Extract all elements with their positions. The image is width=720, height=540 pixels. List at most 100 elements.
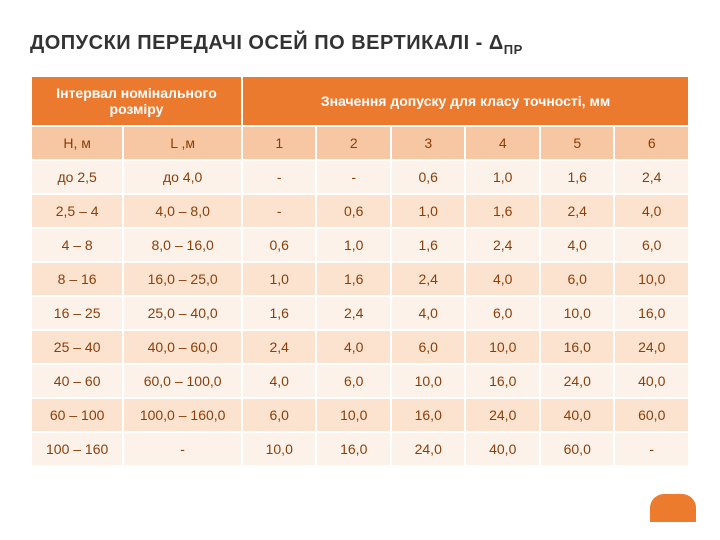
- cell-v: 24,0: [465, 398, 540, 432]
- cell-v: 16,0: [316, 432, 391, 466]
- table-row: 60 – 100100,0 – 160,06,010,016,024,040,0…: [31, 398, 689, 432]
- cell-v: 0,6: [242, 228, 317, 262]
- table-row: 40 – 6060,0 – 100,04,06,010,016,024,040,…: [31, 364, 689, 398]
- cell-l: -: [123, 432, 242, 466]
- cell-v: 6,0: [540, 262, 615, 296]
- cell-h: 2,5 – 4: [31, 194, 123, 228]
- cell-l: 100,0 – 160,0: [123, 398, 242, 432]
- cell-v: 10,0: [316, 398, 391, 432]
- cell-v: 6,0: [614, 228, 689, 262]
- cell-v: 2,4: [391, 262, 466, 296]
- th-l: L ,м: [123, 126, 242, 160]
- cell-v: 16,0: [540, 330, 615, 364]
- th-values: Значення допуску для класу точності, мм: [242, 76, 689, 126]
- cell-l: 60,0 – 100,0: [123, 364, 242, 398]
- cell-v: 6,0: [242, 398, 317, 432]
- cell-v: 2,4: [316, 296, 391, 330]
- cell-v: 1,0: [316, 228, 391, 262]
- table-row: 25 – 4040,0 – 60,02,44,06,010,016,024,0: [31, 330, 689, 364]
- cell-v: 4,0: [540, 228, 615, 262]
- table-row: 8 – 1616,0 – 25,01,01,62,44,06,010,0: [31, 262, 689, 296]
- cell-v: 16,0: [465, 364, 540, 398]
- title-sub: ПР: [504, 42, 523, 57]
- cell-v: 4,0: [242, 364, 317, 398]
- cell-h: до 2,5: [31, 160, 123, 194]
- cell-v: 0,6: [391, 160, 466, 194]
- cell-l: 16,0 – 25,0: [123, 262, 242, 296]
- cell-v: 6,0: [465, 296, 540, 330]
- cell-v: 2,4: [242, 330, 317, 364]
- title-main: ДОПУСКИ ПЕРЕДАЧІ ОСЕЙ ПО ВЕРТИКАЛІ - Δ: [30, 32, 504, 54]
- cell-v: 40,0: [614, 364, 689, 398]
- cell-v: 10,0: [465, 330, 540, 364]
- cell-v: 4,0: [614, 194, 689, 228]
- table-row: 4 – 88,0 – 16,00,61,01,62,44,06,0: [31, 228, 689, 262]
- th-h: H, м: [31, 126, 123, 160]
- cell-v: 2,4: [614, 160, 689, 194]
- cell-v: 10,0: [242, 432, 317, 466]
- cell-v: -: [316, 160, 391, 194]
- cell-h: 40 – 60: [31, 364, 123, 398]
- corner-decoration: [650, 494, 696, 522]
- cell-l: до 4,0: [123, 160, 242, 194]
- cell-v: 16,0: [614, 296, 689, 330]
- table-row: 2,5 – 44,0 – 8,0-0,61,01,62,44,0: [31, 194, 689, 228]
- cell-v: 1,6: [242, 296, 317, 330]
- cell-v: 40,0: [465, 432, 540, 466]
- cell-v: 60,0: [540, 432, 615, 466]
- cell-v: 24,0: [540, 364, 615, 398]
- cell-v: 24,0: [391, 432, 466, 466]
- cell-v: -: [614, 432, 689, 466]
- cell-v: 1,0: [242, 262, 317, 296]
- head-row-1: Інтервал номінального розміру Значення д…: [31, 76, 689, 126]
- cell-l: 25,0 – 40,0: [123, 296, 242, 330]
- cell-h: 60 – 100: [31, 398, 123, 432]
- table-row: до 2,5до 4,0--0,61,01,62,4: [31, 160, 689, 194]
- table-body: до 2,5до 4,0--0,61,01,62,42,5 – 44,0 – 8…: [31, 160, 689, 466]
- cell-v: 60,0: [614, 398, 689, 432]
- cell-v: -: [242, 194, 317, 228]
- cell-h: 25 – 40: [31, 330, 123, 364]
- cell-v: 1,0: [391, 194, 466, 228]
- cell-v: 10,0: [540, 296, 615, 330]
- th-c3: 3: [391, 126, 466, 160]
- th-c6: 6: [614, 126, 689, 160]
- cell-v: 4,0: [391, 296, 466, 330]
- th-c1: 1: [242, 126, 317, 160]
- cell-v: 40,0: [540, 398, 615, 432]
- cell-h: 16 – 25: [31, 296, 123, 330]
- cell-h: 4 – 8: [31, 228, 123, 262]
- cell-v: 1,0: [465, 160, 540, 194]
- cell-l: 8,0 – 16,0: [123, 228, 242, 262]
- cell-v: 4,0: [316, 330, 391, 364]
- cell-v: 1,6: [391, 228, 466, 262]
- cell-v: 1,6: [540, 160, 615, 194]
- cell-v: 4,0: [465, 262, 540, 296]
- cell-h: 100 – 160: [31, 432, 123, 466]
- cell-v: 6,0: [316, 364, 391, 398]
- th-interval: Інтервал номінального розміру: [31, 76, 242, 126]
- cell-v: 2,4: [465, 228, 540, 262]
- th-c4: 4: [465, 126, 540, 160]
- cell-v: 2,4: [540, 194, 615, 228]
- cell-v: 1,6: [316, 262, 391, 296]
- cell-v: 10,0: [391, 364, 466, 398]
- th-c5: 5: [540, 126, 615, 160]
- head-row-2: H, м L ,м 1 2 3 4 5 6: [31, 126, 689, 160]
- tolerance-table: Інтервал номінального розміру Значення д…: [30, 75, 690, 467]
- cell-v: -: [242, 160, 317, 194]
- th-c2: 2: [316, 126, 391, 160]
- page-title: ДОПУСКИ ПЕРЕДАЧІ ОСЕЙ ПО ВЕРТИКАЛІ - ΔПР: [30, 32, 690, 57]
- cell-v: 1,6: [465, 194, 540, 228]
- cell-l: 40,0 – 60,0: [123, 330, 242, 364]
- cell-l: 4,0 – 8,0: [123, 194, 242, 228]
- table-row: 16 – 2525,0 – 40,01,62,44,06,010,016,0: [31, 296, 689, 330]
- cell-v: 16,0: [391, 398, 466, 432]
- cell-v: 10,0: [614, 262, 689, 296]
- table-row: 100 – 160-10,016,024,040,060,0-: [31, 432, 689, 466]
- cell-v: 0,6: [316, 194, 391, 228]
- cell-h: 8 – 16: [31, 262, 123, 296]
- table-head: Інтервал номінального розміру Значення д…: [31, 76, 689, 160]
- cell-v: 6,0: [391, 330, 466, 364]
- cell-v: 24,0: [614, 330, 689, 364]
